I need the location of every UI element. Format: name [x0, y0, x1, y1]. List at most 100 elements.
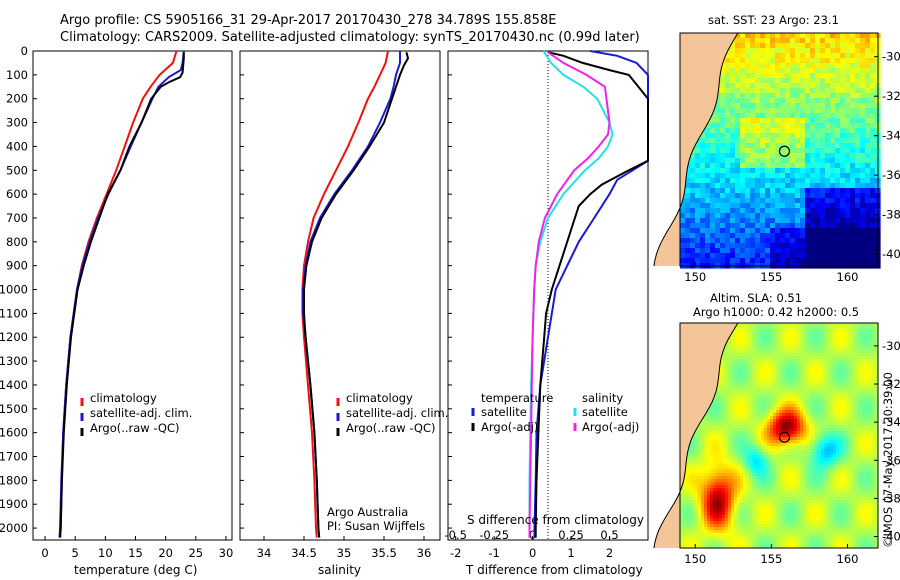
heatmap-cell — [720, 108, 726, 114]
heatmap-cell — [750, 33, 756, 39]
heatmap-cell — [803, 425, 807, 429]
heatmap-cell — [765, 43, 771, 49]
heatmap-cell — [840, 163, 846, 169]
heatmap-cell — [840, 253, 846, 259]
heatmap-cell — [719, 437, 723, 441]
heatmap-cell — [740, 63, 746, 69]
heatmap-cell — [857, 356, 861, 360]
heatmap-cell — [875, 392, 879, 396]
heatmap-cell — [805, 258, 811, 264]
heatmap-cell — [860, 83, 866, 89]
heatmap-cell — [839, 380, 843, 384]
heatmap-cell — [830, 138, 836, 144]
heatmap-cell — [731, 365, 735, 369]
heatmap-cell — [685, 243, 691, 249]
heatmap-cell — [848, 347, 852, 351]
heatmap-cell — [779, 380, 783, 384]
heatmap-cell — [851, 416, 855, 420]
s-difference-tick-labels: -0.5 -0.25 0 0.25 0.5 — [444, 528, 618, 542]
heatmap-cell — [815, 323, 819, 327]
heatmap-cell — [700, 178, 706, 184]
heatmap-cell — [842, 446, 846, 450]
heatmap-cell — [863, 443, 867, 447]
heatmap-cell — [713, 446, 717, 450]
heatmap-cell — [840, 98, 846, 104]
heatmap-cell — [776, 383, 780, 387]
heatmap-cell — [745, 148, 751, 154]
heatmap-cell — [863, 422, 867, 426]
heatmap-cell — [810, 208, 816, 214]
heatmap-cell — [795, 218, 801, 224]
heatmap-cell — [827, 443, 831, 447]
heatmap-cell — [735, 133, 741, 139]
heatmap-cell — [705, 168, 711, 174]
heatmap-cell — [863, 392, 867, 396]
heatmap-cell — [851, 413, 855, 417]
heatmap-cell — [788, 431, 792, 435]
heatmap-cell — [872, 383, 876, 387]
heatmap-cell — [785, 228, 791, 234]
heatmap-cell — [728, 395, 732, 399]
heatmap-cell — [743, 437, 747, 441]
heatmap-cell — [760, 73, 766, 79]
heatmap-cell — [803, 446, 807, 450]
heatmap-cell — [750, 118, 756, 124]
heatmap-cell — [839, 431, 843, 435]
heatmap-cell — [710, 428, 714, 432]
heatmap-cell — [815, 38, 821, 44]
heatmap-cell — [812, 344, 816, 348]
heatmap-cell — [875, 416, 879, 420]
heatmap-cell — [850, 113, 856, 119]
heatmap-cell — [764, 446, 768, 450]
heatmap-cell — [734, 380, 738, 384]
heatmap-cell — [815, 326, 819, 330]
heatmap-cell — [755, 118, 761, 124]
heatmap-cell — [821, 344, 825, 348]
heatmap-cell — [779, 374, 783, 378]
heatmap-cell — [790, 133, 796, 139]
heatmap-cell — [795, 68, 801, 74]
heatmap-cell — [760, 223, 766, 229]
heatmap-cell — [865, 183, 871, 189]
heatmap-cell — [821, 392, 825, 396]
heatmap-cell — [785, 128, 791, 134]
heatmap-cell — [836, 416, 840, 420]
heatmap-cell — [840, 153, 846, 159]
heatmap-cell — [860, 163, 866, 169]
heatmap-cell — [704, 440, 708, 444]
heatmap-cell — [700, 218, 706, 224]
heatmap-cell — [752, 422, 756, 426]
heatmap-cell — [842, 377, 846, 381]
heatmap-cell — [764, 341, 768, 345]
heatmap-cell — [865, 178, 871, 184]
heatmap-cell — [720, 133, 726, 139]
heatmap-cell — [860, 362, 864, 366]
heatmap-cell — [779, 452, 783, 456]
heatmap-cell — [805, 33, 811, 39]
heatmap-cell — [755, 53, 761, 59]
heatmap-cell — [824, 386, 828, 390]
heatmap-cell — [833, 341, 837, 345]
heatmap-cell — [865, 158, 871, 164]
depth-tick-label: 1200 — [0, 330, 28, 344]
heatmap-cell — [775, 143, 781, 149]
heatmap-cell — [695, 428, 699, 432]
heatmap-cell — [773, 329, 777, 333]
heatmap-cell — [810, 243, 816, 249]
heatmap-cell — [870, 108, 876, 114]
heatmap-cell — [716, 404, 720, 408]
heatmap-cell — [872, 386, 876, 390]
depth-tick-label: 500 — [6, 163, 28, 177]
heatmap-cell — [760, 48, 766, 54]
heatmap-cell — [870, 158, 876, 164]
heatmap-cell — [745, 103, 751, 109]
heatmap-cell — [743, 371, 747, 375]
heatmap-cell — [845, 335, 849, 339]
heatmap-cell — [752, 443, 756, 447]
heatmap-cell — [860, 223, 866, 229]
heatmap-cell — [701, 431, 705, 435]
heatmap-cell — [745, 88, 751, 94]
heatmap-cell — [779, 410, 783, 414]
heatmap-cell — [761, 437, 765, 441]
heatmap-cell — [824, 425, 828, 429]
